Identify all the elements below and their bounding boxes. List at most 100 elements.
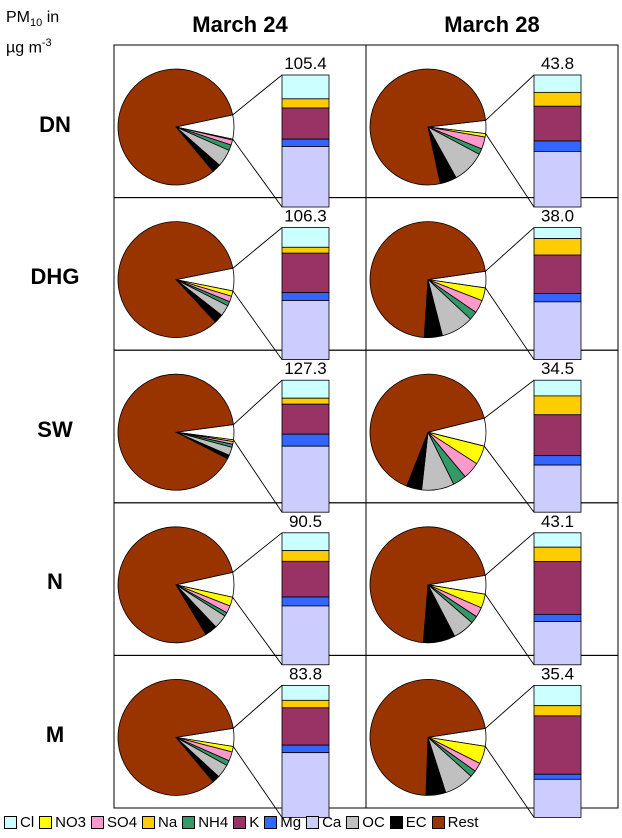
pie-slice-rest-dhg-march-24: [117, 221, 234, 338]
bar-segment-mg-dn-march-24: [281, 138, 330, 147]
total-label-dhg-march-28: 38.0: [541, 207, 574, 226]
legend-label-cl: Cl: [20, 813, 35, 831]
pie-slice-rest-sw-march-24: [117, 373, 234, 491]
bar-segment-cl-dhg-march-24: [281, 227, 330, 248]
unit-prefix: PM: [6, 9, 30, 26]
bar-segment-cl-dn-march-24: [281, 74, 330, 100]
bar-segment-ca-dhg-march-24: [281, 300, 330, 360]
row-title-m: M: [45, 722, 65, 747]
connector-top-n-march-28: [484, 532, 535, 576]
bar-segment-cl-n-march-24: [281, 532, 330, 552]
bar-segment-na-dhg-march-28: [533, 238, 582, 256]
legend-swatch-ec: [389, 815, 403, 829]
legend-swatch-so4: [91, 815, 105, 829]
connector-top-sw-march-28: [484, 379, 535, 419]
connector-bottom-m-march-28: [484, 746, 535, 818]
legend-label-so4: SO4: [107, 813, 138, 831]
legend-label-oc: OC: [362, 813, 385, 831]
connector-top-dhg-march-24: [232, 227, 283, 269]
connector-bottom-sw-march-28: [483, 445, 535, 513]
unit-subscript: 10: [30, 17, 43, 30]
bar-segment-na-dhg-march-24: [281, 246, 330, 254]
bar-segment-mg-dn-march-28: [533, 140, 582, 152]
legend-swatch-k: [233, 815, 247, 829]
unit-line2: µg m: [6, 39, 42, 57]
bar-segment-na-sw-march-28: [533, 395, 582, 416]
legend-label-no3: NO3: [55, 813, 87, 831]
bar-segment-cl-sw-march-24: [281, 379, 330, 399]
pie-slice-rest-sw-march-28: [369, 373, 485, 487]
connector-bottom-dhg-march-24: [232, 290, 283, 360]
bar-segment-k-dn-march-24: [281, 107, 330, 140]
legend-item-na: Na: [142, 814, 177, 831]
bar-segment-cl-n-march-28: [533, 532, 582, 548]
bar-segment-cl-dn-march-28: [533, 74, 582, 93]
bar-segment-k-n-march-24: [281, 560, 330, 598]
bar-segment-ca-dhg-march-28: [533, 301, 582, 361]
bar-segment-na-n-march-28: [533, 546, 582, 563]
bar-segment-mg-dhg-march-28: [533, 293, 582, 303]
row-title-dn: DN: [39, 112, 71, 137]
bar-segment-cl-dhg-march-28: [533, 227, 582, 240]
connector-top-dn-march-28: [485, 74, 535, 121]
legend-swatch-ca: [306, 815, 320, 829]
legend-swatch-no3: [39, 815, 53, 829]
unit-mid: in: [42, 9, 60, 26]
legend-swatch-na: [142, 815, 156, 829]
connector-bottom-dn-march-24: [232, 138, 283, 208]
total-label-m-march-28: 35.4: [541, 664, 574, 683]
legend-swatch-mg: [264, 815, 278, 829]
bar-segment-na-dn-march-28: [533, 91, 582, 107]
bar-segment-cl-sw-march-28: [533, 379, 582, 397]
bar-segment-na-sw-march-24: [281, 397, 330, 405]
bar-segment-ca-m-march-24: [281, 752, 330, 818]
connector-top-dhg-march-28: [485, 227, 535, 272]
bar-segment-na-dn-march-24: [281, 98, 330, 109]
legend-swatch-nh4: [182, 815, 196, 829]
total-label-dn-march-24: 105.4: [284, 54, 327, 73]
connector-top-m-march-24: [232, 685, 283, 729]
legend-item-mg: Mg: [264, 814, 301, 831]
bar-segment-ca-n-march-24: [281, 605, 330, 666]
total-label-sw-march-28: 34.5: [541, 359, 574, 378]
bar-segment-k-m-march-28: [533, 715, 582, 775]
pie-slice-rest-m-march-24: [117, 679, 234, 796]
legend-item-cl: Cl: [4, 814, 34, 831]
legend-label-k: K: [249, 813, 260, 831]
bar-segment-ca-dn-march-28: [533, 151, 582, 208]
bar-segment-ca-sw-march-24: [281, 445, 330, 513]
legend-swatch-cl: [4, 815, 17, 829]
connector-bottom-n-march-24: [232, 596, 283, 666]
legend-label-mg: Mg: [280, 813, 302, 831]
bar-segment-ca-sw-march-28: [533, 464, 582, 513]
bar-segment-cl-m-march-24: [281, 685, 330, 701]
legend-label-rest: Rest: [447, 813, 479, 831]
legend-label-ca: Ca: [322, 813, 342, 831]
row-title-dhg: DHG: [30, 264, 80, 289]
legend-label-nh4: NH4: [198, 813, 229, 831]
connector-bottom-m-march-24: [232, 746, 283, 818]
total-label-dn-march-28: 43.8: [541, 54, 574, 73]
connector-bottom-sw-march-24: [233, 439, 283, 513]
total-label-dhg-march-24: 106.3: [284, 207, 327, 226]
legend-label-ec: EC: [405, 813, 427, 831]
connector-top-n-march-24: [232, 532, 283, 573]
connector-bottom-n-march-28: [484, 594, 535, 666]
bar-segment-mg-m-march-24: [281, 744, 330, 754]
unit-label: PM10 in µg m-3: [6, 8, 59, 59]
pie-slice-rest-dhg-march-28: [369, 221, 486, 338]
bar-segment-k-sw-march-24: [281, 403, 330, 435]
column-title-march-24: March 24: [192, 12, 288, 37]
total-label-m-march-24: 83.8: [289, 664, 322, 683]
legend-swatch-oc: [346, 815, 360, 829]
bar-segment-ca-m-march-28: [533, 778, 582, 818]
connector-top-sw-march-24: [233, 379, 283, 425]
bar-segment-k-n-march-28: [533, 561, 582, 615]
bar-segment-ca-n-march-28: [533, 621, 582, 666]
column-title-march-28: March 28: [444, 12, 540, 37]
connector-top-m-march-28: [485, 685, 535, 729]
panel-frame-m-1: [365, 654, 619, 809]
pie-slice-rest-n-march-28: [369, 526, 486, 644]
legend-item-so4: SO4: [91, 814, 137, 831]
connector-top-dn-march-24: [232, 74, 283, 116]
